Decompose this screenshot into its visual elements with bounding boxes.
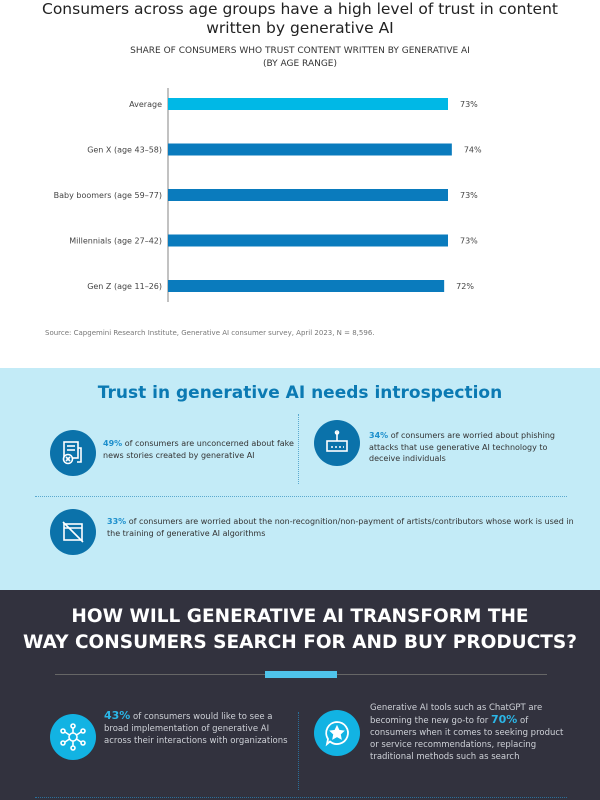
value-label: 73%	[460, 191, 478, 200]
bar	[168, 280, 445, 292]
phishing-icon	[314, 420, 360, 466]
divider	[35, 496, 567, 497]
transform-heading: HOW WILL GENERATIVE AI TRANSFORM THE WAY…	[23, 606, 577, 653]
artist-payment-icon	[50, 509, 96, 555]
category-label: Average	[129, 100, 162, 109]
bar	[168, 234, 448, 247]
trust-heading: Trust in generative AI needs introspecti…	[97, 383, 503, 403]
stat-chatgpt: Generative AI tools such as ChatGPT are …	[370, 703, 564, 762]
trust-section: Trust in generative AI needs introspecti…	[0, 368, 600, 590]
stat-broad-implementation: 43% of consumers would like to see a bro…	[104, 709, 288, 747]
value-label: 72%	[456, 282, 474, 291]
source-note: Source: Capgemini Research Institute, Ge…	[45, 329, 375, 337]
divider	[35, 797, 567, 798]
divider	[298, 414, 299, 484]
star-chat-icon	[314, 710, 360, 756]
fake-news-icon	[50, 430, 96, 476]
bar	[168, 143, 452, 156]
page-title: Consumers across age groups have a high …	[42, 0, 558, 37]
chart-title: SHARE OF CONSUMERS WHO TRUST CONTENT WRI…	[130, 46, 470, 69]
stat-phishing: 34% of consumers are worried about phish…	[369, 431, 555, 463]
value-label: 73%	[460, 237, 478, 246]
bar	[168, 189, 448, 201]
stat-fake-news: 49% of consumers are unconcerned about f…	[103, 439, 294, 460]
bar-chart: Average 73% Gen X (age 43–58) 74% Baby boome…	[54, 88, 482, 302]
bar	[168, 98, 448, 110]
value-label: 73%	[460, 100, 478, 109]
stat-artists: 33% of consumers are worried about the n…	[107, 517, 574, 538]
category-label: Baby boomers (age 59–77)	[54, 191, 162, 200]
accent-bar	[265, 671, 337, 678]
network-icon	[50, 714, 96, 760]
transform-section: HOW WILL GENERATIVE AI TRANSFORM THE WAY…	[0, 590, 600, 800]
value-label: 74%	[464, 146, 482, 155]
category-label: Gen X (age 43–58)	[87, 146, 162, 155]
divider	[298, 712, 299, 790]
category-label: Gen Z (age 11–26)	[87, 282, 162, 291]
category-label: Millennials (age 27–42)	[69, 237, 162, 246]
